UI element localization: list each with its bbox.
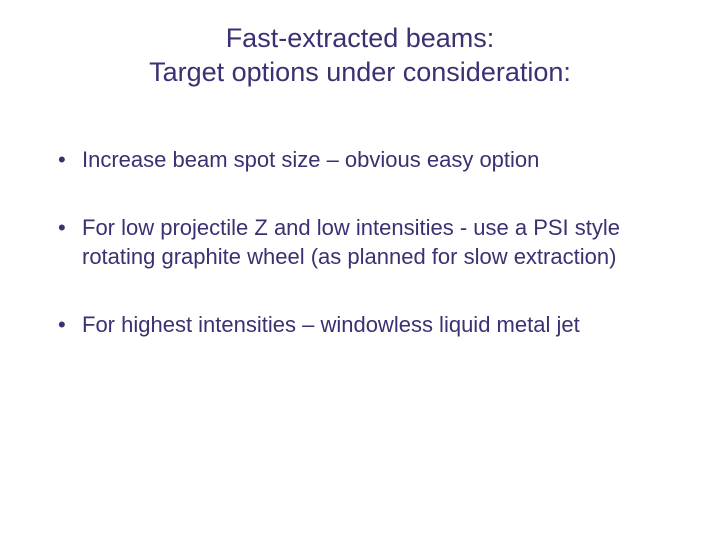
list-item: For low projectile Z and low intensities… bbox=[50, 214, 670, 271]
slide: Fast-extracted beams: Target options und… bbox=[0, 0, 720, 540]
bullet-text: For low projectile Z and low intensities… bbox=[82, 215, 620, 269]
bullet-list: Increase beam spot size – obvious easy o… bbox=[50, 146, 670, 340]
list-item: Increase beam spot size – obvious easy o… bbox=[50, 146, 670, 175]
slide-title: Fast-extracted beams: Target options und… bbox=[110, 22, 610, 90]
bullet-text: Increase beam spot size – obvious easy o… bbox=[82, 147, 539, 172]
bullet-text: For highest intensities – windowless liq… bbox=[82, 312, 580, 337]
list-item: For highest intensities – windowless liq… bbox=[50, 311, 670, 340]
title-line-1: Fast-extracted beams: bbox=[110, 22, 610, 56]
title-line-2: Target options under consideration: bbox=[110, 56, 610, 90]
